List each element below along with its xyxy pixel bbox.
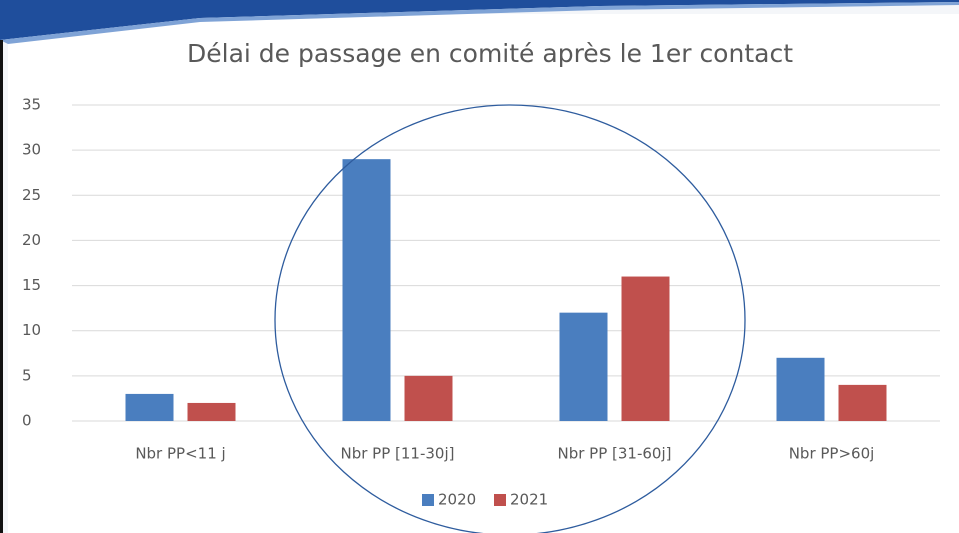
bar bbox=[125, 393, 174, 421]
legend-label: 2020 bbox=[438, 491, 476, 509]
frame-edge bbox=[0, 40, 3, 533]
highlight-ellipse bbox=[274, 104, 746, 533]
x-tick-label: Nbr PP [31-60j] bbox=[558, 445, 672, 463]
header-band bbox=[0, 0, 959, 40]
x-tick-label: Nbr PP<11 j bbox=[135, 445, 225, 463]
header-band-light bbox=[0, 2, 959, 44]
y-tick-label: 25 bbox=[22, 186, 41, 204]
legend-label: 2021 bbox=[510, 491, 548, 509]
y-tick-label: 20 bbox=[22, 231, 41, 249]
y-tick-label: 15 bbox=[22, 276, 41, 294]
bar bbox=[776, 357, 825, 421]
y-tick-label: 35 bbox=[22, 96, 41, 114]
legend-swatch bbox=[422, 494, 434, 506]
bar bbox=[187, 402, 236, 421]
bar bbox=[838, 384, 887, 421]
bar bbox=[559, 312, 608, 421]
y-tick-label: 0 bbox=[22, 412, 32, 430]
plot-panel bbox=[8, 14, 959, 533]
y-tick-label: 10 bbox=[22, 321, 41, 339]
y-tick-label: 30 bbox=[22, 141, 41, 159]
bar bbox=[404, 375, 453, 421]
x-tick-label: Nbr PP>60j bbox=[789, 445, 875, 463]
bar bbox=[342, 159, 391, 421]
legend-swatch bbox=[494, 494, 506, 506]
x-tick-label: Nbr PP [11-30j] bbox=[341, 445, 455, 463]
bar bbox=[621, 276, 670, 421]
chart-title: Délai de passage en comité après le 1er … bbox=[187, 39, 793, 68]
y-tick-label: 5 bbox=[22, 366, 32, 384]
